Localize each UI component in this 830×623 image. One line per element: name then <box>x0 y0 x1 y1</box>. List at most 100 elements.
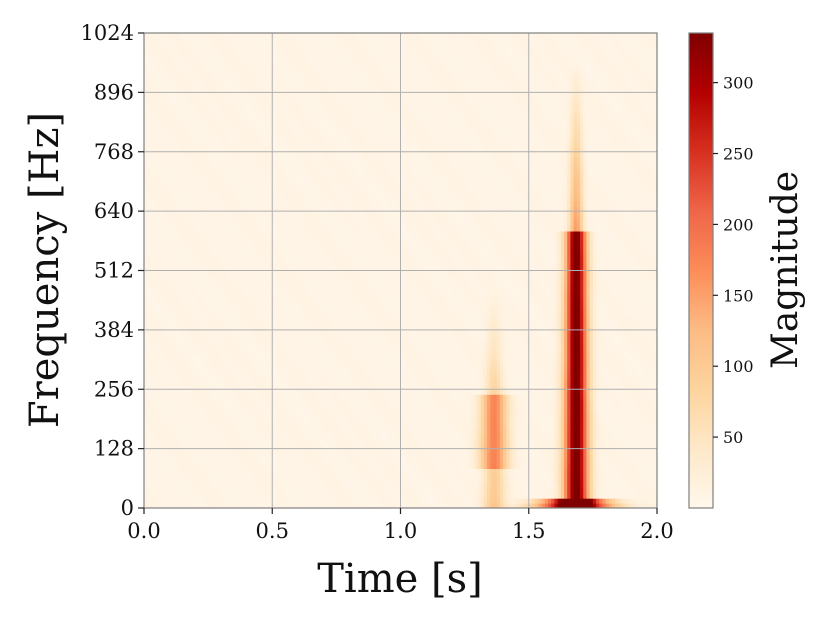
heatmap-cell <box>163 315 168 321</box>
heatmap-cell <box>198 280 203 286</box>
heatmap-cell <box>150 493 155 499</box>
heatmap-cell <box>169 438 174 445</box>
heatmap-cell <box>188 166 193 173</box>
heatmap-cell <box>150 498 155 504</box>
heatmap-cell <box>182 359 187 366</box>
heatmap-cell <box>182 161 187 168</box>
heatmap-cell <box>217 349 222 356</box>
heatmap-cell <box>150 211 155 217</box>
heatmap-cell <box>179 37 184 44</box>
heatmap-cell <box>198 369 203 376</box>
heatmap-cell <box>176 136 180 143</box>
heatmap-cell <box>204 493 209 499</box>
heatmap-cell <box>195 201 200 207</box>
heatmap-cell <box>192 33 196 39</box>
heatmap-cell <box>185 413 190 420</box>
heatmap-cell <box>176 428 180 435</box>
heatmap-cell <box>195 270 200 277</box>
heatmap-cell <box>192 146 196 153</box>
heatmap-cell <box>179 151 184 158</box>
heatmap-cell <box>153 280 158 286</box>
heatmap-cell <box>179 359 184 366</box>
heatmap-cell <box>144 225 148 232</box>
heatmap-cell <box>185 240 190 247</box>
heatmap-cell <box>185 57 190 64</box>
heatmap-cell <box>208 300 212 306</box>
heatmap-cell <box>176 221 180 227</box>
heatmap-cell <box>176 443 180 450</box>
heatmap-cell <box>192 240 196 247</box>
heatmap-cell <box>182 369 187 376</box>
heatmap-cell <box>188 418 193 425</box>
heatmap-cell <box>201 409 206 415</box>
heatmap-cell <box>156 428 161 435</box>
heatmap-cell <box>198 483 203 489</box>
heatmap-cell <box>185 394 190 400</box>
heatmap-cell <box>195 364 200 371</box>
heatmap-cell <box>195 171 200 178</box>
heatmap-cell <box>160 221 164 227</box>
heatmap-cell <box>198 468 203 474</box>
heatmap-cell <box>144 503 148 508</box>
heatmap-cell <box>208 240 212 247</box>
heatmap-cell <box>195 354 200 361</box>
heatmap-cell <box>188 82 193 89</box>
heatmap-cell <box>160 290 164 296</box>
heatmap-cell <box>217 488 222 494</box>
heatmap-cell <box>147 295 152 301</box>
heatmap-cell <box>169 201 174 207</box>
heatmap-cell <box>188 201 193 207</box>
heatmap-cell <box>176 240 180 247</box>
heatmap-cell <box>179 72 184 79</box>
heatmap-cell <box>156 191 161 197</box>
heatmap-cell <box>214 295 219 301</box>
heatmap-cell <box>214 171 219 178</box>
heatmap-cell <box>147 483 152 489</box>
heatmap-cell <box>204 255 209 262</box>
heatmap-cell <box>172 161 177 168</box>
heatmap-cell <box>198 354 203 361</box>
heatmap-cell <box>201 389 206 395</box>
heatmap-cell <box>214 211 219 217</box>
heatmap-cell <box>179 384 184 390</box>
heatmap-cell <box>166 211 171 217</box>
heatmap-cell <box>195 493 200 499</box>
heatmap-cell <box>208 374 212 380</box>
heatmap-cell <box>176 295 180 301</box>
heatmap-cell <box>214 33 219 39</box>
heatmap-cell <box>179 206 184 212</box>
heatmap-cell <box>204 62 209 69</box>
heatmap-cell <box>195 240 200 247</box>
heatmap-cell <box>195 384 200 390</box>
heatmap-cell <box>198 329 203 336</box>
heatmap-cell <box>208 52 212 59</box>
heatmap-cell <box>214 206 219 212</box>
heatmap-cell <box>176 270 180 277</box>
heatmap-cell <box>214 117 219 123</box>
heatmap-cell <box>214 359 219 366</box>
heatmap-cell <box>156 166 161 173</box>
heatmap-cell <box>201 300 206 306</box>
heatmap-cell <box>198 389 203 395</box>
heatmap-cell <box>217 319 222 326</box>
heatmap-cell <box>166 136 171 143</box>
heatmap-cell <box>214 42 219 49</box>
heatmap-cell <box>163 112 168 118</box>
heatmap-cell <box>182 47 187 54</box>
heatmap-cell <box>176 374 180 380</box>
heatmap-cell <box>198 82 203 89</box>
heatmap-cell <box>208 181 212 187</box>
heatmap-cell <box>198 453 203 460</box>
heatmap-cell <box>166 92 171 98</box>
heatmap-cell <box>163 384 168 390</box>
heatmap-cell <box>160 478 164 484</box>
heatmap-cell <box>156 52 161 59</box>
heatmap-cell <box>201 67 206 74</box>
heatmap-cell <box>192 399 196 405</box>
heatmap-cell <box>211 409 216 415</box>
heatmap-cell <box>211 290 216 296</box>
heatmap-cell <box>208 107 212 113</box>
heatmap-cell <box>188 92 193 98</box>
heatmap-cell <box>201 206 206 212</box>
heatmap-cell <box>179 250 184 257</box>
